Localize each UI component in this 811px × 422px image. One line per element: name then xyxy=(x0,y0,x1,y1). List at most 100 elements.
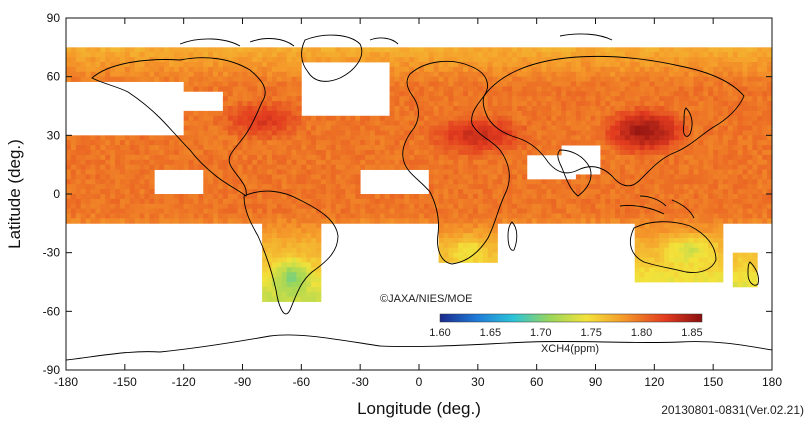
field-cell xyxy=(521,184,528,190)
field-cell xyxy=(384,130,390,136)
field-cell xyxy=(433,189,440,195)
field-cell xyxy=(458,247,464,254)
field-cell xyxy=(257,101,263,107)
field-cell xyxy=(119,145,126,151)
field-cell xyxy=(286,145,292,151)
field-cell xyxy=(448,110,454,117)
field-cell xyxy=(742,252,748,258)
field-cell xyxy=(566,179,572,185)
field-cell xyxy=(129,52,136,58)
field-cell xyxy=(232,47,238,53)
field-cell xyxy=(472,125,479,131)
field-cell xyxy=(673,208,680,214)
field-cell xyxy=(428,150,435,156)
field-cell xyxy=(482,86,489,92)
field-cell xyxy=(610,101,616,107)
field-cell xyxy=(492,135,498,141)
field-cell xyxy=(276,101,283,107)
field-cell xyxy=(620,76,626,82)
field-cell xyxy=(301,135,307,141)
field-cell xyxy=(762,110,768,117)
field-cell xyxy=(659,159,665,166)
field-cell xyxy=(487,154,493,161)
field-cell xyxy=(644,208,650,214)
field-cell xyxy=(742,174,748,180)
field-cell xyxy=(566,110,572,117)
field-cell xyxy=(149,179,155,185)
field-cell xyxy=(575,101,582,107)
field-cell xyxy=(379,52,386,58)
field-cell xyxy=(110,62,116,68)
field-cell xyxy=(70,150,77,156)
field-cell xyxy=(355,184,361,190)
field-cell xyxy=(115,208,121,214)
field-cell xyxy=(526,106,533,112)
field-cell xyxy=(541,140,547,146)
field-cell xyxy=(463,189,469,195)
field-cell xyxy=(306,238,312,244)
field-cell xyxy=(472,71,479,78)
field-cell xyxy=(365,150,371,156)
field-cell xyxy=(183,218,189,224)
field-cell xyxy=(600,154,606,161)
field-cell xyxy=(654,110,660,117)
field-cell xyxy=(517,140,523,146)
field-cell xyxy=(360,125,366,131)
field-cell xyxy=(737,174,743,180)
field-cell xyxy=(718,218,724,224)
field-cell xyxy=(722,47,729,53)
field-cell xyxy=(183,208,189,214)
field-cell xyxy=(276,66,283,73)
field-cell xyxy=(713,101,719,107)
field-cell xyxy=(590,125,596,131)
field-cell xyxy=(669,179,675,185)
field-cell xyxy=(247,47,253,53)
field-cell xyxy=(546,150,552,156)
field-cell xyxy=(276,213,283,219)
field-cell xyxy=(414,81,420,87)
field-cell xyxy=(732,164,739,170)
field-cell xyxy=(512,194,518,200)
field-cell xyxy=(149,174,155,180)
field-cell xyxy=(66,184,72,190)
field-cell xyxy=(301,228,307,234)
field-cell xyxy=(257,208,263,214)
field-cell xyxy=(252,194,258,200)
field-cell xyxy=(271,66,278,73)
field-cell xyxy=(296,169,302,175)
field-cell xyxy=(536,110,542,117)
field-cell xyxy=(291,106,297,112)
field-cell xyxy=(463,96,469,102)
field-cell xyxy=(369,150,376,156)
field-cell xyxy=(620,194,626,200)
field-cell xyxy=(203,66,209,73)
field-cell xyxy=(566,57,572,63)
field-cell xyxy=(639,223,645,229)
field-cell xyxy=(551,120,557,126)
field-cell xyxy=(703,120,709,126)
field-cell xyxy=(222,91,229,97)
field-cell xyxy=(286,66,292,73)
field-cell xyxy=(257,120,263,126)
field-cell xyxy=(458,135,464,141)
field-cell xyxy=(497,47,503,53)
field-cell xyxy=(90,208,96,214)
field-cell xyxy=(453,57,459,63)
field-cell xyxy=(468,106,474,112)
field-cell xyxy=(566,47,572,53)
field-cell xyxy=(688,47,694,53)
field-cell xyxy=(722,110,729,117)
field-cell xyxy=(325,135,332,141)
field-cell xyxy=(70,140,77,146)
field-cell xyxy=(595,189,601,195)
field-cell xyxy=(286,96,292,102)
field-cell xyxy=(678,267,685,273)
field-cell xyxy=(678,198,685,205)
field-cell xyxy=(453,71,459,78)
field-cell xyxy=(448,159,454,166)
field-cell xyxy=(433,52,440,58)
field-cell xyxy=(271,81,278,87)
field-cell xyxy=(497,125,503,131)
field-cell xyxy=(237,159,243,166)
field-cell xyxy=(291,267,297,273)
